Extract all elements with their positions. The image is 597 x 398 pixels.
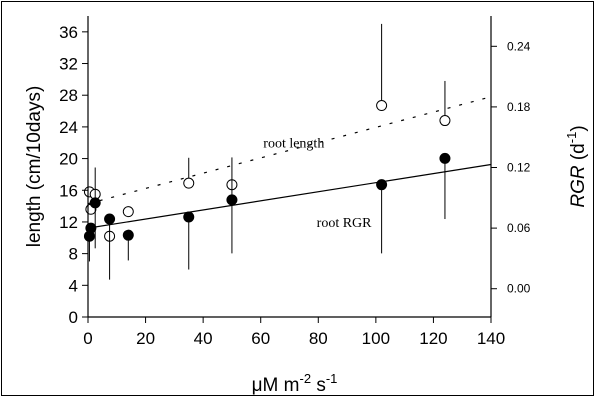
x-tick-label: 100	[362, 329, 390, 348]
y-right-tick-label: 0.18	[507, 100, 531, 114]
y-right-tick-label: 0.24	[507, 39, 531, 53]
rgr-data-point	[85, 222, 97, 234]
length-data-point	[439, 115, 451, 127]
y-left-tick-label: 24	[59, 118, 78, 137]
y-right-tick-label: 0.12	[507, 161, 531, 175]
y-left-tick-label: 20	[59, 150, 78, 169]
x-tick-label: 40	[194, 329, 213, 348]
y-left-tick-label: 32	[59, 55, 78, 74]
y-axis-left-label: length (cm/10days)	[24, 86, 45, 248]
annotation-root-length: root length	[263, 136, 324, 151]
y-axis-right-label: RGR (d-1)	[564, 125, 589, 207]
length-data-point	[183, 177, 195, 189]
rgr-data-point	[226, 194, 238, 206]
rgr-data-point	[439, 152, 451, 164]
x-tick-label: 20	[136, 329, 155, 348]
x-tick-label: 80	[309, 329, 328, 348]
rgr-data-point	[183, 211, 195, 223]
y-right-tick-label: 0.06	[507, 221, 531, 235]
x-tick-label: 0	[83, 329, 92, 348]
rgr-data-point	[104, 213, 116, 225]
rgr-data-point	[122, 229, 134, 241]
y-right-tick-label: 0.00	[507, 282, 531, 296]
y-left-tick-label: 12	[59, 213, 78, 232]
annotation-root-rgr: root RGR	[317, 216, 373, 231]
x-tick-label: 140	[477, 329, 505, 348]
length-data-point	[122, 206, 134, 218]
x-tick-label: 60	[251, 329, 270, 348]
y-left-tick-label: 16	[59, 181, 78, 200]
y-left-tick-label: 0	[69, 308, 78, 327]
rgr-data-point	[89, 197, 101, 209]
y-left-tick-label: 8	[69, 245, 78, 264]
x-axis-label: μM m-2 s-1	[252, 371, 338, 396]
y-left-tick-label: 28	[59, 86, 78, 105]
length-data-point	[376, 100, 388, 112]
rgr-trend-line	[87, 163, 492, 229]
y-left-tick-label: 36	[59, 23, 78, 42]
rgr-data-point	[376, 179, 388, 191]
y-left-tick-label: 4	[69, 276, 78, 295]
x-tick-label: 120	[419, 329, 447, 348]
